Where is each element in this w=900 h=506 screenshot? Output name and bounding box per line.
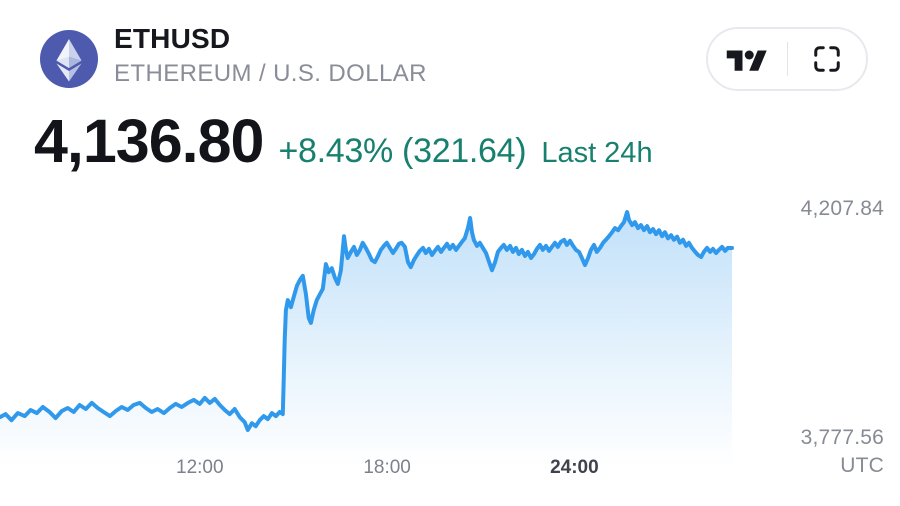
price-change: +8.43% (321.64) [278,132,527,170]
timezone-label: UTC [840,454,884,477]
tradingview-logo-button[interactable] [708,29,787,89]
widget-actions [706,27,868,91]
header-titles: ETHUSD ETHEREUM / U.S. DOLLAR [114,22,427,87]
tradingview-logo-icon [727,50,767,71]
change-period: Last 24h [541,137,653,169]
symbol-title: ETHUSD [114,23,231,54]
area-chart-svg [0,210,734,490]
last-price: 4,136.80 [34,107,264,175]
symbol-subtitle: ETHEREUM / U.S. DOLLAR [114,60,427,87]
quote-row: 4,136.80 +8.43% (321.64) Last 24h [34,110,653,172]
y-axis-high-label: 4,207.84 [800,197,884,220]
fullscreen-button[interactable] [788,29,867,89]
chart-price-line [0,210,734,432]
price-chart[interactable]: 12:00 18:00 24:00 [0,190,900,490]
pill-divider [786,42,788,76]
y-axis-low-label: 3,777.56 [800,426,884,449]
fullscreen-icon [814,46,840,72]
chart-area-fill [0,212,732,490]
ethereum-logo-icon [40,30,98,88]
